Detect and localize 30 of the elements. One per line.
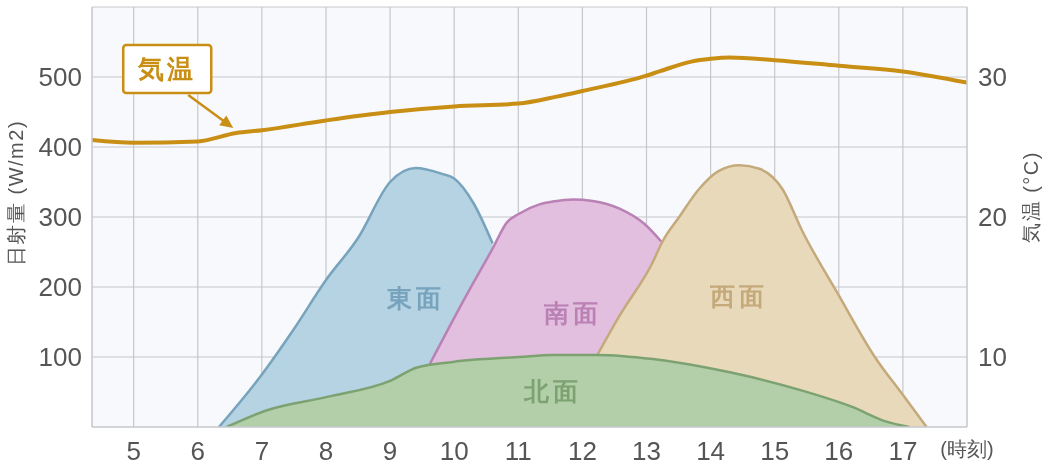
x-tick-label: 10 <box>439 436 469 467</box>
x-tick-label: 7 <box>254 436 270 467</box>
y2-tick-label: 20 <box>978 202 1007 233</box>
series-label: 北面 <box>522 376 582 405</box>
y-tick-label: 100 <box>38 342 82 373</box>
x-tick-label: 13 <box>632 436 661 467</box>
x-tick-label: 17 <box>888 436 918 467</box>
series-label: 西面 <box>709 282 769 311</box>
text: 気温 <box>137 54 197 84</box>
x-tick-label: 5 <box>126 436 141 467</box>
x-tick-label: 16 <box>824 436 854 467</box>
x-tick-label: 15 <box>760 436 790 467</box>
y-tick-label: 300 <box>38 202 82 233</box>
series-label: 東面 <box>385 283 445 312</box>
x-tick-label: 12 <box>567 436 597 467</box>
x-tick-label: 8 <box>318 436 334 467</box>
x-tick-label: 9 <box>382 436 398 467</box>
series-label: 南面 <box>542 299 602 328</box>
y2-tick-label: 30 <box>978 62 1007 93</box>
y-tick-label: 200 <box>38 272 82 303</box>
y2-tick-label: 10 <box>978 342 1007 373</box>
x-axis-title: (時刻) <box>940 438 994 460</box>
y-axis-title: 日射量 (W/m2) <box>5 119 27 267</box>
x-tick-label: 11 <box>504 436 532 467</box>
x-tick-label: 6 <box>190 436 205 467</box>
y-tick-label: 500 <box>38 62 82 93</box>
y2-axis-title: 気温 (°C) <box>1020 151 1042 243</box>
x-tick-label: 14 <box>696 436 726 467</box>
y-tick-label: 400 <box>38 132 82 163</box>
line-series <box>92 55 967 145</box>
